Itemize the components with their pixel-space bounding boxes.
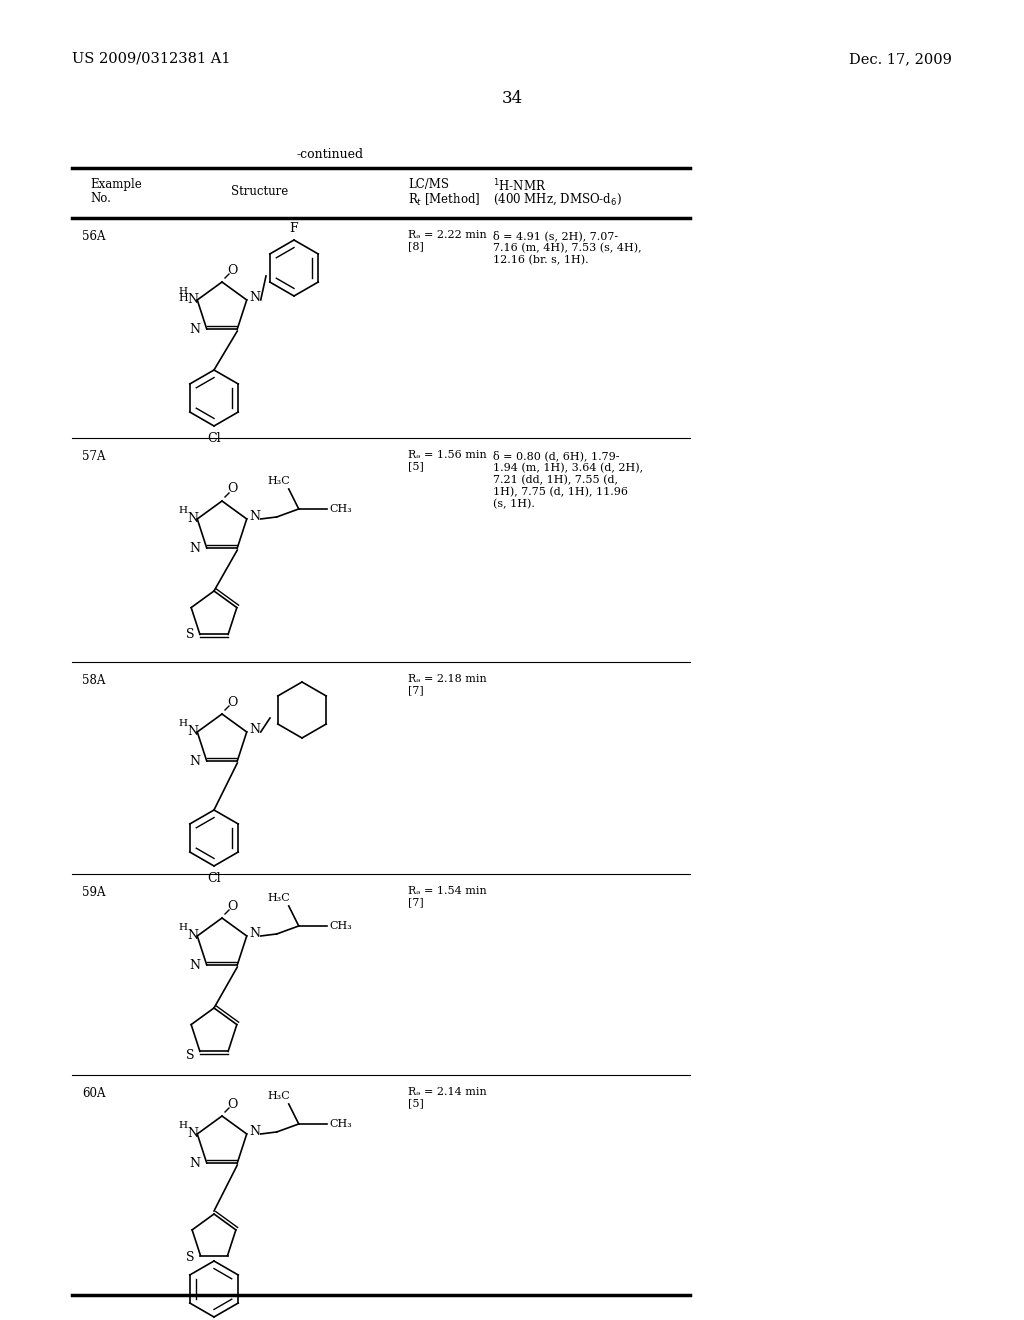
Text: H: H (179, 719, 187, 729)
Text: LC/MS: LC/MS (408, 178, 449, 191)
Text: No.: No. (90, 191, 111, 205)
Text: $^{1}$H-NMR: $^{1}$H-NMR (493, 178, 547, 194)
Text: H: H (178, 293, 188, 304)
Text: CH₃: CH₃ (330, 504, 352, 513)
Text: O: O (226, 483, 238, 495)
Text: Example: Example (90, 178, 141, 191)
Text: O: O (226, 696, 238, 709)
Text: N: N (189, 755, 201, 767)
Text: R$_t$ [Method]: R$_t$ [Method] (408, 191, 480, 209)
Text: 59A: 59A (82, 886, 105, 899)
Text: S: S (185, 1049, 195, 1061)
Text: H₃C: H₃C (267, 892, 290, 903)
Text: Rₔ = 2.18 min
[7]: Rₔ = 2.18 min [7] (408, 675, 486, 696)
Text: N: N (249, 1126, 260, 1138)
Text: -continued: -continued (296, 148, 364, 161)
Text: US 2009/0312381 A1: US 2009/0312381 A1 (72, 51, 230, 66)
Text: 58A: 58A (82, 675, 105, 686)
Text: N: N (187, 929, 199, 942)
Text: N: N (189, 322, 201, 335)
Text: Dec. 17, 2009: Dec. 17, 2009 (849, 51, 952, 66)
Text: N: N (187, 1127, 199, 1140)
Text: S: S (186, 1251, 195, 1265)
Text: 57A: 57A (82, 450, 105, 463)
Text: N: N (187, 512, 199, 525)
Text: H: H (179, 1122, 187, 1130)
Text: Rₔ = 2.14 min
[5]: Rₔ = 2.14 min [5] (408, 1086, 486, 1109)
Text: δ = 4.91 (s, 2H), 7.07-
7.16 (m, 4H), 7.53 (s, 4H),
12.16 (br. s, 1H).: δ = 4.91 (s, 2H), 7.07- 7.16 (m, 4H), 7.… (493, 230, 642, 265)
Text: N: N (249, 511, 260, 524)
Text: H: H (179, 288, 187, 297)
Text: N: N (187, 293, 199, 306)
Text: N: N (189, 958, 201, 972)
Text: O: O (226, 899, 238, 912)
Text: Rₔ = 1.56 min
[5]: Rₔ = 1.56 min [5] (408, 450, 486, 471)
Text: CH₃: CH₃ (330, 1119, 352, 1129)
Text: (400 MHz, DMSO-d$_{6}$): (400 MHz, DMSO-d$_{6}$) (493, 191, 622, 207)
Text: N: N (187, 726, 199, 738)
Text: O: O (226, 264, 238, 276)
Text: N: N (249, 292, 260, 305)
Text: H₃C: H₃C (267, 477, 290, 486)
Text: H₃C: H₃C (267, 1090, 290, 1101)
Text: N: N (249, 723, 260, 737)
Text: δ = 0.80 (d, 6H), 1.79-
1.94 (m, 1H), 3.64 (d, 2H),
7.21 (dd, 1H), 7.55 (d,
1H),: δ = 0.80 (d, 6H), 1.79- 1.94 (m, 1H), 3.… (493, 450, 643, 508)
Text: H: H (179, 507, 187, 516)
Text: O: O (226, 1097, 238, 1110)
Text: S: S (185, 628, 195, 642)
Text: Cl: Cl (207, 871, 221, 884)
Text: N: N (189, 1156, 201, 1170)
Text: CH₃: CH₃ (330, 921, 352, 931)
Text: 56A: 56A (82, 230, 105, 243)
Text: F: F (290, 222, 298, 235)
Text: Structure: Structure (231, 185, 289, 198)
Text: N: N (249, 928, 260, 940)
Text: Cl: Cl (207, 432, 221, 445)
Text: 60A: 60A (82, 1086, 105, 1100)
Text: Rₔ = 2.22 min
[8]: Rₔ = 2.22 min [8] (408, 230, 486, 252)
Text: N: N (189, 541, 201, 554)
Text: H: H (179, 924, 187, 932)
Text: 34: 34 (502, 90, 522, 107)
Text: Rₔ = 1.54 min
[7]: Rₔ = 1.54 min [7] (408, 886, 486, 908)
